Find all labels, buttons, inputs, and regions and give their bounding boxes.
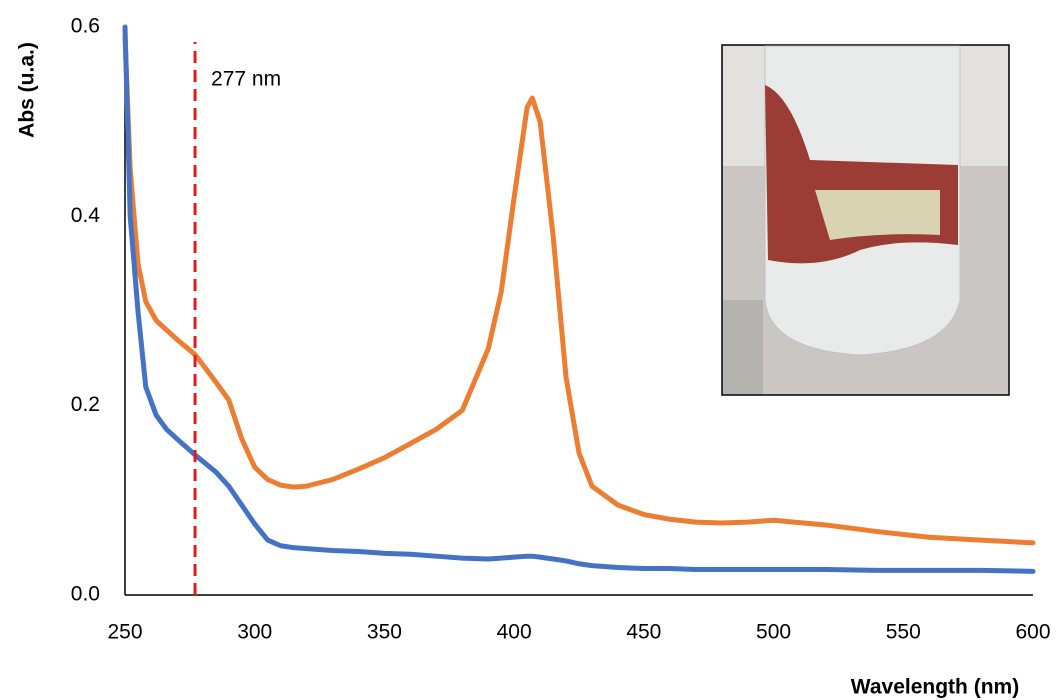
inset-photo: [721, 44, 1010, 396]
x-tick-label: 400: [497, 621, 532, 644]
x-tick-label: 500: [756, 621, 791, 644]
data-line: [122, 24, 1036, 574]
x-tick-label: 550: [886, 621, 921, 644]
x-tick-label: 250: [107, 621, 142, 644]
x-tick-label: 600: [1015, 621, 1050, 644]
y-tick-label: 0.0: [71, 583, 100, 606]
data-line: [122, 33, 1036, 546]
annotation-label: 277 nm: [211, 68, 281, 91]
y-tick-label: 0.6: [71, 15, 100, 38]
y-tick-label: 0.4: [71, 204, 101, 227]
y-axis-title: Abs (u.a.): [16, 42, 39, 138]
x-tick-label: 350: [367, 621, 402, 644]
x-tick-label: 450: [626, 621, 661, 644]
x-axis-title: Wavelength (nm): [851, 676, 1019, 699]
x-tick-label: 300: [237, 621, 272, 644]
y-tick-label: 0.2: [71, 393, 100, 416]
